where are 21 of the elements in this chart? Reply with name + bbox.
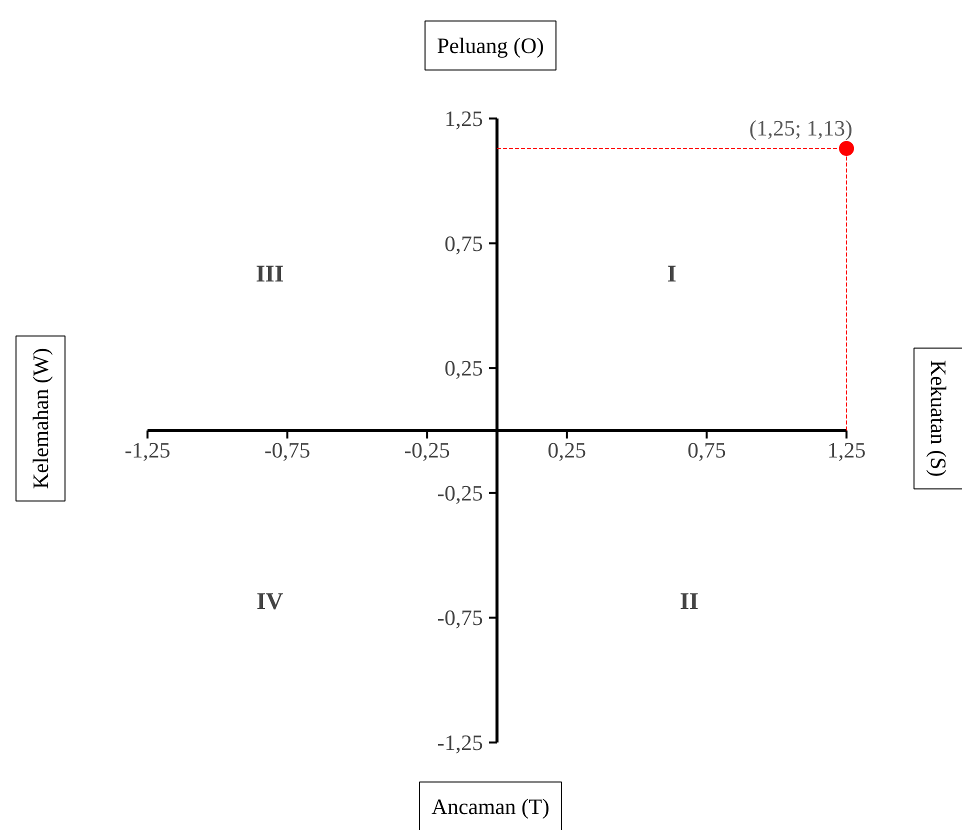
x-tick-label: -1,25 bbox=[124, 438, 170, 462]
annotation: II bbox=[680, 589, 699, 616]
x-tick-label: 0,25 bbox=[548, 438, 586, 462]
y-tick-label: -1,25 bbox=[437, 730, 483, 755]
y-axis-title: Kelemahan (W) bbox=[28, 348, 53, 490]
y-tick-label: 0,75 bbox=[444, 230, 483, 256]
x-tick-label: 0,75 bbox=[687, 438, 726, 462]
annotation: IV bbox=[256, 589, 284, 616]
chart-title: Peluang (O) bbox=[437, 33, 544, 58]
y-tick-label: 0,25 bbox=[444, 356, 483, 381]
annotation: (1,25; 1,13) bbox=[749, 115, 852, 140]
y2-axis-title: Kekuatan (S) bbox=[926, 360, 951, 477]
x-tick-label: 1,25 bbox=[827, 438, 866, 462]
x-tick-label: -0,75 bbox=[264, 438, 310, 462]
y-tick-label: 1,25 bbox=[444, 106, 483, 131]
x-tick-label: -0,25 bbox=[404, 438, 450, 462]
y-tick-label: -0,75 bbox=[437, 605, 483, 630]
annotation: I bbox=[667, 262, 676, 288]
y-tick-label: -0,25 bbox=[437, 480, 483, 506]
x-axis-title: Ancaman (T) bbox=[432, 794, 550, 819]
annotation: III bbox=[256, 262, 284, 288]
